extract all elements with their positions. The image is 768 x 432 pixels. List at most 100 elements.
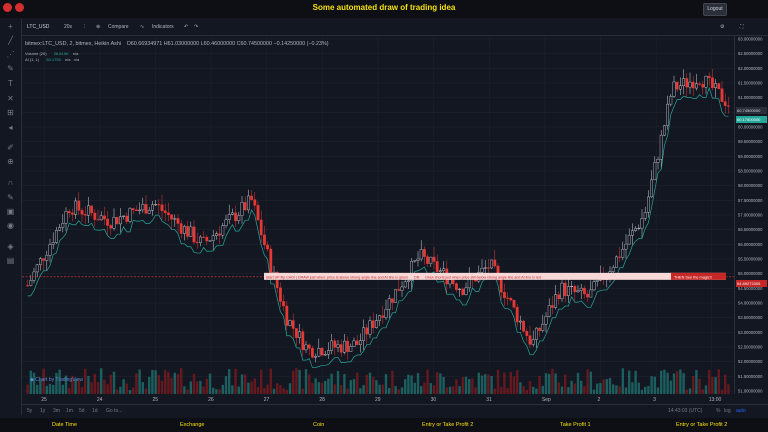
volume-bar bbox=[692, 376, 695, 394]
chart-style-icon[interactable]: ⫶ bbox=[84, 24, 86, 30]
range-1m[interactable]: 1m bbox=[66, 408, 73, 414]
candle-body bbox=[250, 195, 253, 200]
volume-bar bbox=[570, 380, 573, 394]
candle-body bbox=[560, 282, 564, 300]
arrow-back-icon[interactable]: ◂ bbox=[8, 123, 13, 132]
annotation-box bbox=[264, 272, 726, 280]
volume-bar bbox=[32, 372, 36, 394]
redo-icon[interactable]: ↷ bbox=[194, 24, 199, 30]
volume-bar bbox=[624, 387, 628, 394]
volume-bar bbox=[298, 369, 301, 394]
volume-bar bbox=[400, 387, 404, 394]
tradingview-logo-icon: ◆ bbox=[30, 377, 34, 383]
candle-body bbox=[301, 331, 305, 351]
volume-bar bbox=[458, 386, 461, 394]
chart-svg[interactable]: Start UP flip CHOI | DRAW just when: pri… bbox=[22, 36, 734, 394]
candle-body bbox=[154, 204, 157, 206]
symbol-search-input[interactable]: LTC_USD bbox=[27, 24, 50, 30]
compare-button[interactable]: Compare bbox=[108, 24, 129, 30]
candle-body bbox=[592, 281, 596, 291]
range-1y[interactable]: 1y bbox=[40, 408, 46, 414]
text-icon[interactable]: T bbox=[8, 79, 13, 88]
ai-indicator-label[interactable]: AI (1, 1) bbox=[25, 57, 40, 62]
trend-line-icon[interactable]: ╱ bbox=[8, 36, 13, 45]
volume-bar bbox=[429, 383, 432, 394]
candle-body bbox=[522, 320, 525, 332]
candle-body bbox=[90, 205, 94, 214]
auto-toggle[interactable]: auto bbox=[736, 408, 746, 414]
watermark[interactable]: ◆ Chart by TradingView bbox=[30, 377, 83, 383]
chart-area[interactable]: Start UP flip CHOI | DRAW just when: pri… bbox=[22, 36, 734, 394]
range-1d[interactable]: 1d bbox=[92, 408, 98, 414]
volume-bar bbox=[378, 384, 381, 394]
range-5y[interactable]: 5y bbox=[27, 408, 33, 414]
volume-bar bbox=[103, 379, 106, 394]
candle-body bbox=[714, 83, 718, 89]
volume-bar bbox=[653, 376, 656, 394]
candle-body bbox=[567, 286, 570, 296]
indicators-button[interactable]: Indicators bbox=[152, 24, 174, 30]
fib-icon[interactable]: ⋰ bbox=[6, 50, 15, 59]
candle-body bbox=[410, 261, 413, 281]
volume-bar bbox=[112, 371, 116, 394]
candle-body bbox=[134, 209, 138, 212]
volume-bar bbox=[720, 389, 724, 394]
volume-bar bbox=[580, 380, 583, 394]
candle-body bbox=[246, 195, 250, 211]
candle-body bbox=[122, 215, 126, 217]
volume-bar bbox=[26, 384, 29, 394]
goto-button[interactable]: Go to... bbox=[106, 408, 123, 414]
volume-bar bbox=[87, 375, 90, 394]
volume-label[interactable]: Volume (20) bbox=[25, 51, 47, 56]
candle-body bbox=[407, 280, 410, 283]
volume-bar bbox=[132, 387, 135, 394]
volume-bar bbox=[388, 387, 391, 394]
settings-icon[interactable]: ⚙ bbox=[720, 24, 725, 30]
layers-icon[interactable]: ◈ bbox=[7, 242, 14, 251]
price-axis[interactable]: 63.00000000 62.50000000 62.00000000 61.5000… bbox=[734, 36, 768, 394]
brush-icon[interactable]: ✎ bbox=[7, 64, 14, 73]
time-axis[interactable]: 25 24 25 26 27 28 29 30 31 Sep 2 3 13:00 bbox=[22, 394, 734, 403]
range-5d[interactable]: 5d bbox=[79, 408, 85, 414]
price-tick-label: 58.00000000 bbox=[738, 183, 763, 188]
volume-bar bbox=[208, 373, 212, 394]
drawing-toolbar: + ╱ ⋰ ✎ T ✕ ⊞ ◂ ✐ ⊕ ∩ ✎ ▣ ◉ ◈ ▤ bbox=[0, 19, 22, 415]
ruler-icon[interactable]: ✐ bbox=[7, 143, 14, 152]
candle-body bbox=[519, 320, 522, 323]
lock-icon[interactable]: ▣ bbox=[6, 207, 15, 216]
interval-selector[interactable]: 20s bbox=[64, 24, 73, 30]
lock-drawing-icon[interactable]: ✎ bbox=[7, 193, 14, 202]
watermark-text: Chart by TradingView bbox=[35, 377, 83, 383]
eye-icon[interactable]: ◉ bbox=[7, 221, 14, 230]
logo-icon[interactable] bbox=[3, 3, 12, 12]
candle-body bbox=[480, 268, 484, 273]
volume-bar bbox=[260, 369, 263, 394]
logo-icon-secondary[interactable] bbox=[15, 3, 24, 12]
log-toggle[interactable]: log bbox=[724, 408, 731, 414]
crosshair-icon[interactable]: + bbox=[8, 22, 13, 31]
percent-toggle[interactable]: % bbox=[716, 408, 721, 414]
zoom-icon[interactable]: ⊕ bbox=[7, 157, 14, 166]
volume-bar bbox=[228, 369, 231, 394]
candle-body bbox=[128, 208, 132, 222]
candle-body bbox=[487, 267, 490, 269]
volume-bar bbox=[119, 386, 122, 394]
volume-bar bbox=[541, 385, 544, 394]
volume-bar bbox=[253, 378, 256, 394]
undo-icon[interactable]: ↶ bbox=[184, 24, 189, 30]
candle-body bbox=[182, 226, 186, 234]
trash-icon[interactable]: ▤ bbox=[6, 256, 15, 265]
fullscreen-icon[interactable]: ⛶ bbox=[740, 24, 744, 30]
candle-body bbox=[627, 235, 631, 245]
pattern-icon[interactable]: ✕ bbox=[7, 94, 14, 103]
candle-body bbox=[288, 320, 292, 326]
volume-bar bbox=[589, 371, 592, 394]
candle-body bbox=[26, 285, 30, 287]
prediction-icon[interactable]: ⊞ bbox=[7, 108, 14, 117]
magnet-icon[interactable]: ∩ bbox=[7, 178, 14, 187]
volume-bar bbox=[308, 374, 311, 394]
price-tick-label: 55.00000000 bbox=[738, 271, 763, 276]
logout-button[interactable]: Logout bbox=[703, 3, 727, 16]
volume-bar bbox=[432, 385, 436, 394]
range-3m[interactable]: 3m bbox=[53, 408, 60, 414]
